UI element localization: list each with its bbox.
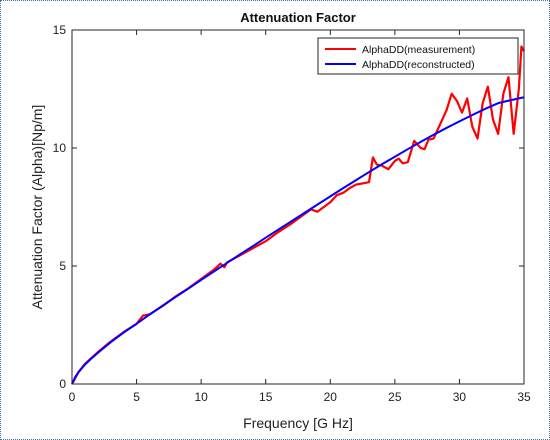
x-axis-label: Frequency [G Hz] <box>243 415 353 431</box>
x-tick-label: 30 <box>453 390 467 404</box>
y-axis-label: Attenuation Factor (Alpha)[Np/m] <box>29 105 45 310</box>
legend-label-1: AlphaDD(measurement) <box>362 44 475 56</box>
x-tick-label: 20 <box>324 390 338 404</box>
x-tick-label: 25 <box>388 390 402 404</box>
legend-box <box>317 37 519 75</box>
chart-title: Attenuation Factor <box>240 10 356 25</box>
y-tick-label: 5 <box>59 259 66 273</box>
axes-layer: 0 5 10 15 20 25 30 35 0 5 10 15 <box>53 23 531 404</box>
x-tick-label: 15 <box>259 390 273 404</box>
legend-label-2: AlphaDD(reconstructed) <box>362 59 475 71</box>
x-tick-label: 10 <box>194 390 208 404</box>
x-tick-label: 5 <box>133 390 140 404</box>
series-layer <box>71 45 525 385</box>
y-tick-label: 0 <box>59 377 66 391</box>
legend: AlphaDD(measurement) AlphaDD(reconstructe… <box>317 37 519 75</box>
x-tick-label: 0 <box>69 390 76 404</box>
y-tick-label: 10 <box>53 141 67 155</box>
series-line-2 <box>71 96 525 385</box>
axes-box <box>71 29 525 385</box>
plot-area <box>72 30 524 384</box>
x-tick-label: 35 <box>517 390 531 404</box>
y-tick-label: 15 <box>53 23 67 37</box>
